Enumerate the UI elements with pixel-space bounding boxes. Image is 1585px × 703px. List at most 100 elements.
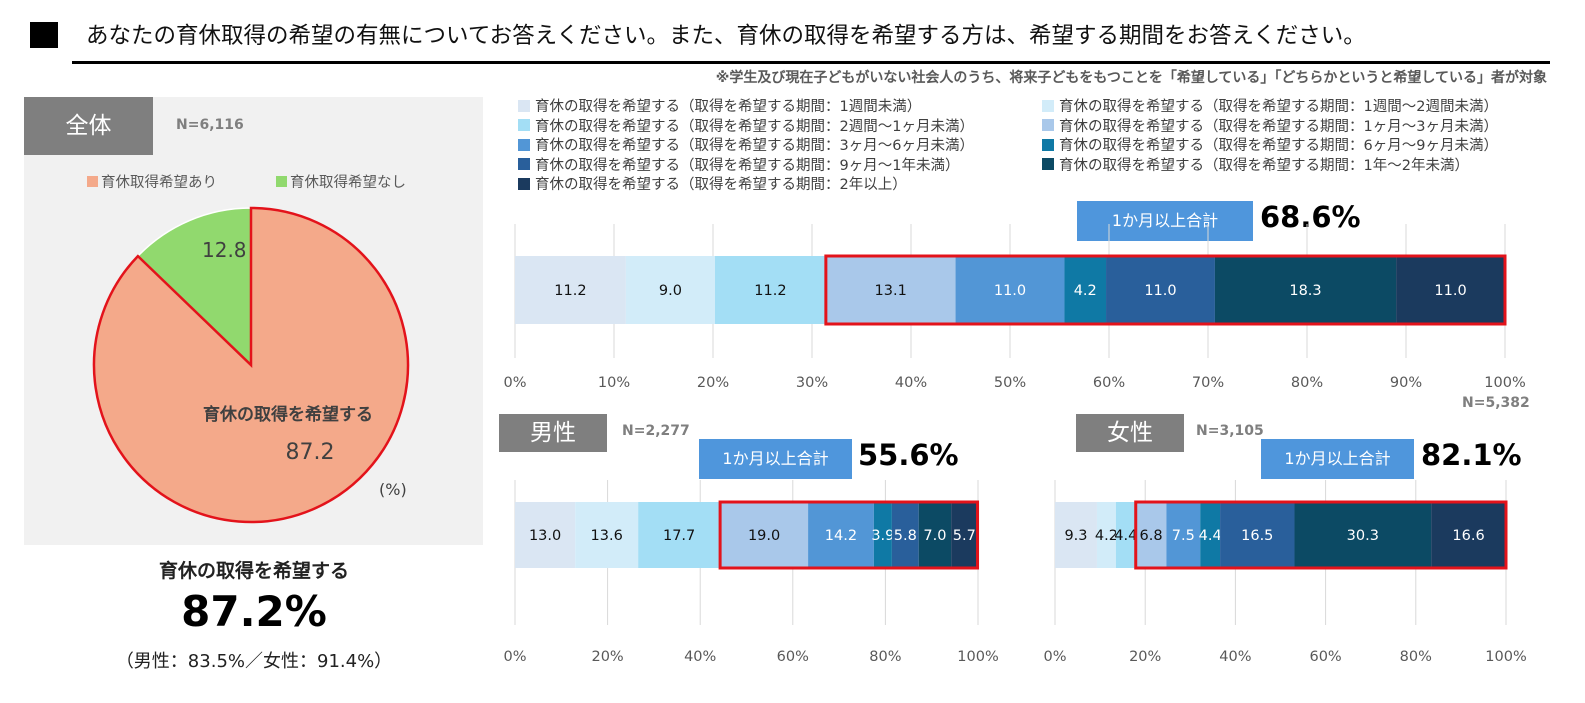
- title-divider: [72, 61, 1550, 64]
- data-label: 4.2: [1095, 528, 1118, 544]
- tick-label: 0%: [503, 649, 526, 665]
- tick-label: 60%: [1309, 649, 1341, 665]
- data-label: 6.8: [1140, 528, 1163, 544]
- data-label: 30.3: [1347, 528, 1379, 544]
- pie-legend-yes-swatch: [87, 176, 98, 187]
- legend-label: 育休の取得を希望する（取得を希望する期間：9ヶ月～1年未満）: [535, 157, 960, 174]
- bar-segment: [1115, 502, 1136, 568]
- bar-segment: [1200, 502, 1221, 568]
- pie-unit: (%): [379, 480, 407, 499]
- bar-segment: [808, 502, 874, 568]
- legend-label: 育休の取得を希望する（取得を希望する期間：1週間未満）: [535, 99, 922, 115]
- bar-segment: [1396, 256, 1505, 324]
- bar-segment: [1166, 502, 1201, 568]
- female-n: N=3,105: [1196, 423, 1264, 439]
- highlight-box: [1134, 500, 1508, 570]
- legend-swatch: [518, 99, 530, 112]
- male-n: N=2,277: [622, 423, 690, 439]
- tick-label: 20%: [697, 375, 729, 391]
- legend-label: 育休の取得を希望する（取得を希望する期間：2週間～1ヶ月未満）: [535, 118, 974, 135]
- legend-swatch: [1042, 138, 1054, 151]
- tick-label: 10%: [598, 375, 630, 391]
- data-label: 11.0: [1434, 283, 1466, 299]
- data-label: 19.0: [748, 528, 780, 544]
- male-callout-label: 1か月以上合計: [699, 439, 852, 479]
- legend-label: 育休の取得を希望する（取得を希望する期間：6ヶ月～9ヶ月未満）: [1059, 138, 1498, 154]
- data-label: 11.0: [994, 283, 1026, 299]
- legend-swatch: [518, 177, 530, 190]
- data-label: 18.3: [1289, 283, 1321, 299]
- data-label: 9.0: [659, 283, 682, 299]
- male-tag: 男性: [499, 414, 607, 452]
- tick-label: 100%: [957, 649, 998, 665]
- pie-slice-yes-label: 育休の取得を希望する: [203, 404, 373, 425]
- tick-label: 0%: [1043, 649, 1066, 665]
- tick-label: 50%: [994, 375, 1026, 391]
- pie-slice-no: [136, 207, 252, 367]
- bar-segment: [714, 256, 826, 324]
- bar-segment: [575, 502, 639, 568]
- legend-swatch: [1042, 99, 1054, 112]
- legend-item: 育休の取得を希望する（取得を希望する期間：1週間未満）: [518, 96, 921, 115]
- female-callout-value: 82.1%: [1421, 438, 1522, 472]
- legend-item: 育休の取得を希望する（取得を希望する期間：1週間～2週間未満）: [1042, 96, 1498, 115]
- bar-segment: [918, 502, 952, 568]
- tick-label: 90%: [1390, 375, 1422, 391]
- tick-label: 100%: [1484, 375, 1525, 391]
- tick-label: 80%: [869, 649, 901, 665]
- overall-n: N=6,116: [176, 117, 244, 133]
- tick-label: 0%: [503, 375, 526, 391]
- pie-slice-yes-value: 87.2: [286, 440, 335, 465]
- data-label: 4.4: [1199, 528, 1222, 544]
- highlight-box: [718, 500, 980, 570]
- bar-segment: [891, 502, 919, 568]
- data-label: 9.3: [1064, 528, 1087, 544]
- summary-value: 87.2%: [181, 587, 327, 636]
- bar-segment: [825, 256, 956, 324]
- female-callout-label: 1か月以上合計: [1261, 439, 1414, 479]
- tick-label: 20%: [591, 649, 623, 665]
- bar-segment: [638, 502, 721, 568]
- data-label: 17.7: [663, 528, 695, 544]
- tick-label: 70%: [1192, 375, 1224, 391]
- legend-item: 育休の取得を希望する（取得を希望する期間：2週間～1ヶ月未満）: [518, 116, 974, 135]
- legend-swatch: [518, 158, 530, 170]
- legend-label: 育休の取得を希望する（取得を希望する期間：2年以上）: [535, 177, 907, 193]
- pie-legend-yes-label: 育休取得希望あり: [101, 175, 217, 191]
- bar-segment: [1055, 502, 1097, 568]
- data-label: 7.5: [1172, 528, 1195, 544]
- legend-label: 育休の取得を希望する（取得を希望する期間：1年～2年未満）: [1059, 157, 1469, 174]
- bar-segment: [1064, 256, 1107, 324]
- tick-label: 100%: [1485, 649, 1526, 665]
- tick-label: 30%: [796, 375, 828, 391]
- data-label: 16.5: [1241, 528, 1273, 544]
- page-title: あなたの育休取得の希望の有無についてお答えください。また、育休の取得を希望する方…: [86, 23, 1366, 49]
- legend-item: 育休の取得を希望する（取得を希望する期間：1ヶ月～3ヶ月未満）: [1042, 116, 1498, 135]
- data-label: 3.9: [871, 528, 894, 544]
- overall-callout-value: 68.6%: [1260, 200, 1361, 234]
- highlight-box: [824, 254, 1507, 326]
- bar-segment: [1294, 502, 1432, 568]
- legend-label: 育休の取得を希望する（取得を希望する期間：3ヶ月～6ヶ月未満）: [535, 138, 974, 154]
- data-label: 11.2: [554, 283, 586, 299]
- legend-item: 育休の取得を希望する（取得を希望する期間：3ヶ月～6ヶ月未満）: [518, 135, 974, 154]
- data-label: 11.0: [1144, 283, 1176, 299]
- tick-label: 40%: [684, 649, 716, 665]
- legend-label: 育休の取得を希望する（取得を希望する期間：1ヶ月～3ヶ月未満）: [1059, 118, 1498, 135]
- data-label: 16.6: [1452, 528, 1484, 544]
- bar-segment: [1220, 502, 1295, 568]
- pie-legend-no: 育休取得希望なし: [276, 171, 406, 192]
- bar-segment: [515, 502, 576, 568]
- bar-segment: [515, 256, 626, 324]
- bar-segment: [1135, 502, 1167, 568]
- pie-legend-no-swatch: [276, 176, 287, 187]
- overall-bar-chart: 0% 10% 20% 30% 40% 50% 60% 70% 80% 90% 100% 11.2 9.0…: [503, 224, 1526, 391]
- tick-label: 20%: [1129, 649, 1161, 665]
- female-bar-chart: 0% 20% 40% 60% 80% 100%9.3 4.24.4 6.8 7.5 4.4 16.5…: [1043, 480, 1527, 665]
- pie-chart: 12.8 育休の取得を希望する 87.2 (%): [92, 206, 410, 524]
- tick-label: 40%: [1219, 649, 1251, 665]
- data-label: 7.0: [923, 528, 946, 544]
- data-label: 11.2: [754, 283, 786, 299]
- bar-segment: [955, 256, 1065, 324]
- bar-segment: [625, 256, 715, 324]
